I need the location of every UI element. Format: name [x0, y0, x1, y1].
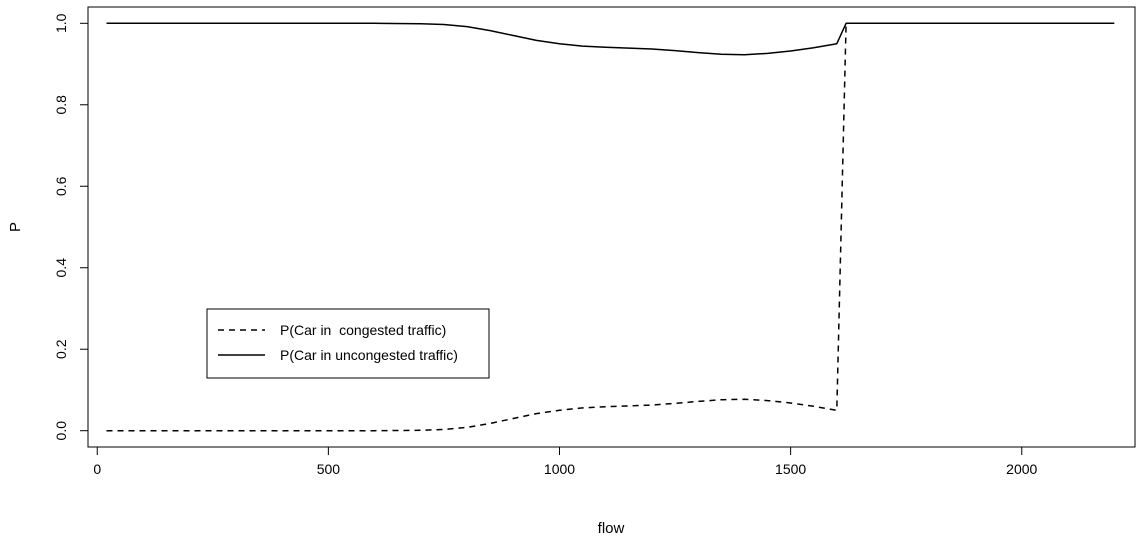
- x-tick-label: 1000: [544, 461, 575, 477]
- legend-label-congested: P(Car in congested traffic): [280, 322, 446, 338]
- y-tick-label: 0.2: [53, 339, 69, 359]
- x-tick-label: 2000: [1006, 461, 1037, 477]
- y-axis: 0.0 0.2 0.4 0.6 0.8 1.0: [53, 13, 89, 441]
- legend-label-uncongested: P(Car in uncongested traffic): [280, 347, 458, 363]
- y-tick-label: 0.6: [53, 176, 69, 196]
- x-tick-label: 0: [93, 461, 101, 477]
- y-tick-label: 0.8: [53, 95, 69, 115]
- series-layer: [106, 22, 1115, 432]
- y-tick-label: 0.0: [53, 421, 69, 441]
- y-axis-title: P: [7, 222, 24, 232]
- plot-frame: [87, 6, 1136, 448]
- series-line-uncongested: [106, 22, 1115, 56]
- legend: P(Car in congested traffic) P(Car in unc…: [206, 308, 490, 379]
- x-tick-label: 500: [317, 461, 341, 477]
- y-tick-label: 1.0: [53, 13, 69, 33]
- legend-box: [206, 308, 490, 379]
- x-axis-title: flow: [598, 520, 625, 537]
- x-tick-label: 1500: [775, 461, 806, 477]
- x-axis: 0 500 1000 1500 2000: [93, 446, 1038, 477]
- y-tick-label: 0.4: [53, 258, 69, 278]
